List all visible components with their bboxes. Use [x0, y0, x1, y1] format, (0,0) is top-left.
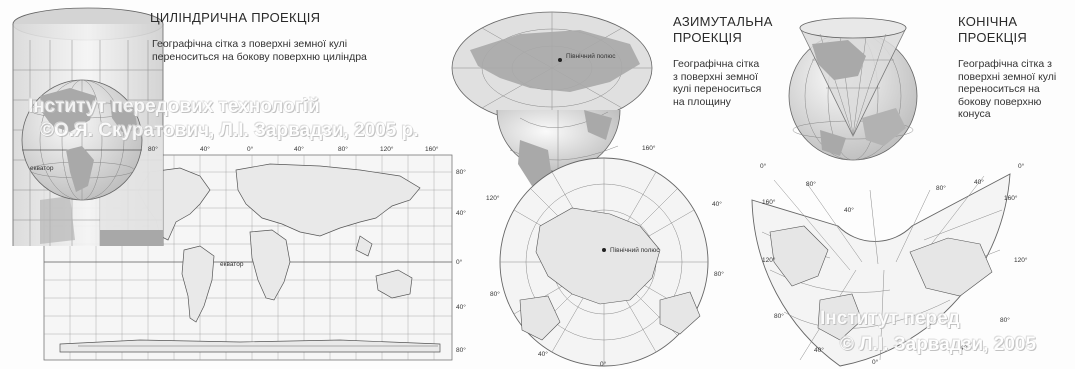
az-label-2: 40°: [712, 200, 722, 208]
watermark-line2: ©О.Я. Скуратович, Л.І. Зарвадзи, 2005 р.: [40, 120, 419, 141]
az-label-1: 120°: [486, 194, 500, 202]
azimuthal-degree-labels: 160° 120° 40° 80° 80° 40° 0°: [486, 144, 724, 368]
az-label-6: 0°: [600, 360, 607, 368]
cyl-lat-3: 40°: [456, 303, 466, 311]
azimuthal-description: Географічна сітка з поверхні земної кулі…: [673, 58, 762, 108]
con-label-14: 0°: [872, 358, 879, 366]
cylinder-model: [12, 7, 164, 246]
cylindrical-map: [43, 154, 453, 361]
con-label-10: 80°: [774, 312, 784, 320]
conic-title-line2: ПРОЕКЦІЯ: [958, 30, 1028, 45]
cyl-lon-2: 0°: [247, 145, 254, 153]
cyl-lon-4: 80°: [338, 145, 348, 153]
equator-map-label: екватор: [220, 261, 244, 268]
pole-map-label: Північний полюс: [610, 246, 660, 254]
az-label-0: 160°: [642, 144, 656, 152]
azimuthal-model: [451, 11, 653, 190]
con-label-1: 0°: [1018, 162, 1025, 170]
cyl-lon-1: 40°: [200, 145, 210, 153]
az-label-5: 40°: [538, 350, 548, 358]
conic-map: [751, 173, 1011, 367]
azimuthal-title-line2: ПРОЕКЦІЯ: [673, 30, 743, 45]
watermark-line4: © Л.І. Зарвадзи, 2005: [840, 334, 1037, 355]
cyl-lon-3: 40°: [294, 145, 304, 153]
con-label-13: 40°: [960, 344, 970, 352]
cyl-lon-0: 80°: [148, 145, 158, 153]
cyl-lat-0: 80°: [456, 168, 466, 176]
conic-description: Географічна сітка з поверхні земної кулі…: [958, 58, 1057, 120]
con-label-0: 0°: [760, 162, 767, 170]
con-label-7: 40°: [974, 178, 984, 186]
az-label-4: 80°: [714, 270, 724, 278]
cylindrical-lon-labels: 80° 40° 0° 40° 80° 120° 160°: [148, 145, 439, 153]
con-label-5: 80°: [936, 184, 946, 192]
cyl-lat-1: 40°: [456, 209, 466, 217]
cylindrical-title: ЦИЛІНДРИЧНА ПРОЕКЦІЯ: [150, 10, 321, 25]
cyl-lon-5: 120°: [380, 145, 394, 153]
con-label-8: 120°: [762, 256, 776, 264]
con-label-4: 80°: [806, 180, 816, 188]
conic-title-line1: КОНІЧНА: [958, 14, 1018, 29]
con-label-12: 40°: [814, 346, 824, 354]
con-label-2: 160°: [762, 198, 776, 206]
cylindrical-lat-labels: 80° 40° 0° 40° 80°: [456, 168, 466, 354]
con-label-3: 160°: [1004, 194, 1018, 202]
azimuthal-map: [499, 157, 709, 367]
cyl-lon-6: 160°: [425, 145, 439, 153]
watermark-line1: Інститут передових технологій: [28, 96, 320, 117]
cylindrical-description: Географічна сітка з поверхні земної кулі…: [152, 38, 367, 63]
equator-globe-label: екватор: [30, 165, 54, 172]
az-label-3: 80°: [490, 290, 500, 298]
con-label-11: 80°: [1000, 316, 1010, 324]
conic-model: [788, 17, 918, 161]
cyl-lat-2: 0°: [456, 258, 463, 266]
watermark-line3: Інститут перед: [820, 308, 960, 329]
con-label-9: 120°: [1014, 256, 1028, 264]
conic-degree-labels: 0° 0° 160° 160° 80° 80° 40° 40° 120° 120…: [760, 162, 1028, 366]
pole-globe-label: Північний полюс: [566, 52, 616, 60]
azimuthal-title-line1: АЗИМУТАЛЬНА: [673, 14, 773, 29]
cyl-lat-4: 80°: [456, 346, 466, 354]
con-label-6: 40°: [844, 206, 854, 214]
